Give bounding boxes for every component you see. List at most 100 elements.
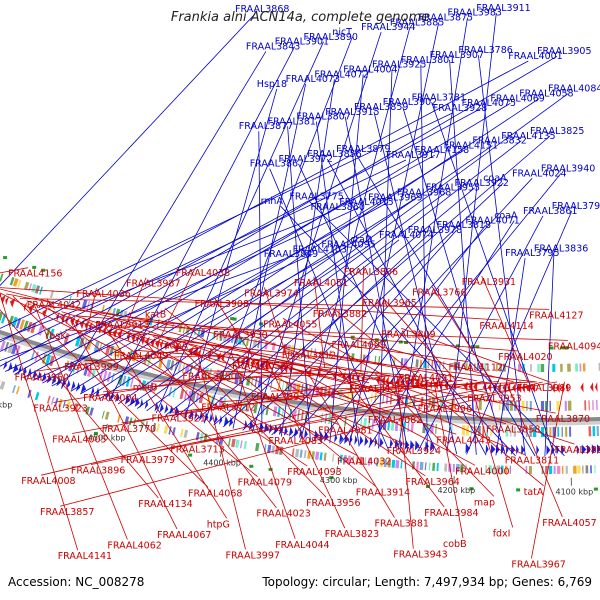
- leader-line-bottom: [167, 339, 537, 383]
- rna-marker: [516, 488, 521, 492]
- feature-tick: [359, 456, 364, 465]
- leader-line-bottom: [263, 287, 290, 364]
- gene-label-bottom: FRAAL3923: [33, 404, 87, 415]
- gene-label-bottom: FRAAL4127: [529, 310, 583, 321]
- gene-label-bottom: FRAAL3809: [381, 329, 435, 340]
- feature-tick: [45, 327, 51, 338]
- leader-line-bottom: [82, 317, 308, 467]
- scale-tick: [336, 466, 338, 475]
- feature-tick: [347, 455, 351, 464]
- feature-tick: [419, 461, 424, 471]
- leader-line-bottom: [281, 361, 476, 466]
- gene-label-top: FRAAL3795: [505, 248, 559, 259]
- feature-tick: [385, 394, 389, 405]
- leader-line-bottom: [411, 376, 544, 487]
- forward-gene-arrow: [194, 410, 198, 421]
- feature-tick: [241, 401, 246, 412]
- forward-gene-arrow: [546, 445, 551, 455]
- forward-gene-arrow: [576, 444, 580, 455]
- leader-line-bottom: [233, 328, 347, 372]
- leader-line-bottom: [164, 308, 218, 351]
- gene-label-top: coaA: [494, 211, 518, 222]
- gene-label-bottom: FRAAL3908: [195, 299, 249, 310]
- reverse-gene-arrow: [23, 302, 28, 312]
- feature-tick: [182, 325, 186, 334]
- feature-tick: [239, 440, 243, 449]
- reverse-gene-arrow: [42, 308, 48, 318]
- feature-tick: [168, 426, 172, 435]
- feature-tick: [375, 458, 379, 467]
- leader-line-top: [32, 253, 313, 381]
- leader-line-bottom: [12, 295, 209, 488]
- gene-label-top: FRAAL4135: [501, 131, 555, 142]
- forward-gene-arrow: [268, 423, 273, 434]
- gene-label-bottom: FRAAL3967: [511, 559, 565, 570]
- gene-label-bottom: FRAAL4009: [332, 340, 386, 351]
- gene-label-top: FRAAL3885: [390, 17, 444, 28]
- feature-tick: [12, 385, 16, 394]
- feature-tick: [140, 420, 145, 429]
- gene-label-top: FRAAL3925: [372, 60, 426, 71]
- rna-marker: [249, 464, 254, 468]
- gene-label-top: FRAAL3922: [455, 178, 509, 189]
- leader-line-bottom: [61, 311, 389, 415]
- rna-marker: [404, 341, 409, 344]
- gene-label-top: FRAAL3890: [304, 32, 358, 43]
- gene-label-top: FRAAL3817: [268, 116, 322, 127]
- leader-line-bottom: [433, 378, 464, 539]
- gene-label-top: FRAAL4024: [512, 168, 566, 179]
- forward-gene-arrow: [389, 438, 393, 449]
- feature-tick: [83, 338, 88, 349]
- gene-label-top: FRAAL3781: [412, 92, 466, 103]
- gene-label-top: ctaD: [350, 235, 372, 246]
- accession-footer: Accession: NC_008278: [8, 575, 145, 589]
- feature-tick: [198, 392, 204, 404]
- gene-label-bottom: FRAAL4056: [232, 361, 286, 372]
- leader-line-bottom: [117, 327, 358, 456]
- gene-label-bottom: tatA: [524, 487, 544, 498]
- feature-tick: [423, 359, 427, 369]
- gene-label-bottom: FRAAL3930: [213, 330, 267, 341]
- feature-tick: [389, 394, 393, 405]
- forward-gene-arrow: [80, 383, 87, 394]
- forward-gene-arrow: [430, 441, 435, 452]
- gene-label-top: FRAAL3796: [552, 201, 600, 212]
- leader-line-bottom: [75, 315, 519, 352]
- feature-tick: [327, 413, 332, 425]
- feature-tick: [367, 457, 371, 466]
- leader-line-bottom: [190, 381, 558, 444]
- forward-gene-arrow: [209, 413, 213, 424]
- gene-label-bottom: FRAAL3850: [182, 372, 236, 383]
- feature-tick: [219, 332, 224, 342]
- leader-line-bottom: [171, 379, 463, 413]
- forward-gene-arrow: [223, 416, 229, 426]
- gene-label-top: nicT: [332, 27, 352, 38]
- reverse-gene-arrow: [61, 313, 66, 324]
- feature-tick: [48, 355, 55, 367]
- feature-tick: [228, 438, 231, 447]
- feature-tick: [30, 322, 37, 334]
- gene-label-bottom: htpG: [207, 519, 230, 530]
- gene-label-bottom: FRAAL4049: [114, 351, 168, 362]
- feature-tick: [75, 336, 81, 347]
- reverse-gene-arrow: [512, 382, 516, 393]
- feature-tick: [238, 374, 244, 385]
- gene-label-bottom: FRAAL4134: [138, 499, 192, 510]
- feature-tick: [17, 279, 22, 288]
- gene-label-bottom: FRAAL3921: [152, 413, 206, 424]
- gene-label-top: FRAAL4058: [519, 89, 573, 100]
- leader-line-top: [0, 211, 331, 341]
- gene-label-bottom: FRAAL4114: [479, 321, 533, 332]
- forward-gene-arrow: [324, 431, 329, 442]
- feature-tick: [400, 358, 404, 367]
- feature-tick: [271, 445, 276, 454]
- feature-tick: [300, 410, 304, 421]
- feature-tick: [250, 376, 254, 387]
- forward-gene-arrow: [228, 417, 234, 427]
- gene-label-bottom: FRAAL3964: [405, 477, 459, 488]
- forward-gene-arrow: [3, 360, 7, 370]
- forward-gene-arrow: [278, 425, 283, 436]
- gene-label-bottom: FRAAL4112: [449, 363, 503, 374]
- leader-line-top: [251, 31, 382, 433]
